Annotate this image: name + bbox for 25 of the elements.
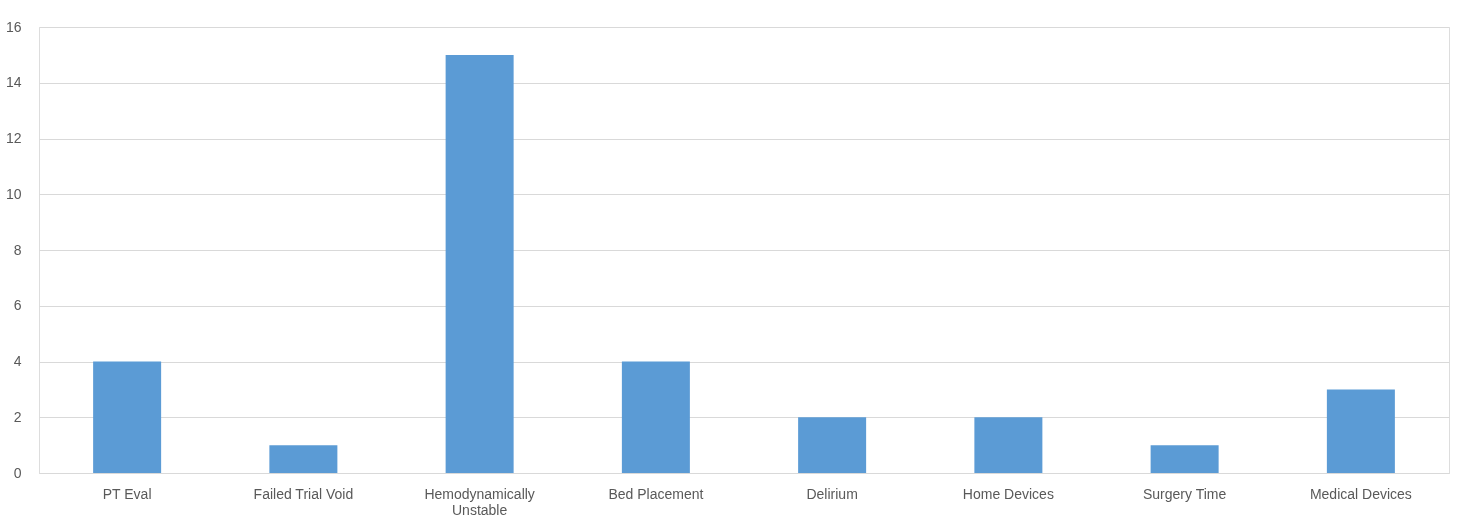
x-tick-label: Delirium [806, 485, 858, 502]
y-tick-label: 4 [13, 353, 22, 369]
bar [269, 445, 338, 473]
x-tick-label: Hemodynamically Unstable [424, 485, 535, 518]
y-tick-label: 10 [5, 185, 22, 202]
y-tick-label: 8 [13, 241, 22, 258]
x-tick-label: Surgery Time [1143, 485, 1227, 502]
y-tick-label: 0 [13, 464, 22, 481]
x-tick-label: Home Devices [962, 485, 1054, 502]
bar [93, 361, 162, 473]
x-tick-label: Failed Trial Void [253, 485, 354, 502]
y-tick-label: 12 [5, 130, 22, 146]
bar [1326, 389, 1395, 473]
bar [621, 361, 690, 473]
y-tick-label: 2 [13, 408, 22, 425]
x-tick-label: Medical Devices [1309, 485, 1412, 502]
y-tick-label: 6 [13, 297, 22, 314]
bar [1150, 445, 1219, 473]
bar [445, 54, 514, 473]
y-tick-label: 16 [5, 18, 22, 35]
x-tick-label: PT Eval [102, 485, 152, 502]
x-tick-label: Bed Placement [608, 485, 704, 502]
bar [798, 417, 867, 473]
y-tick-label: 14 [5, 74, 22, 91]
bar [974, 417, 1043, 473]
